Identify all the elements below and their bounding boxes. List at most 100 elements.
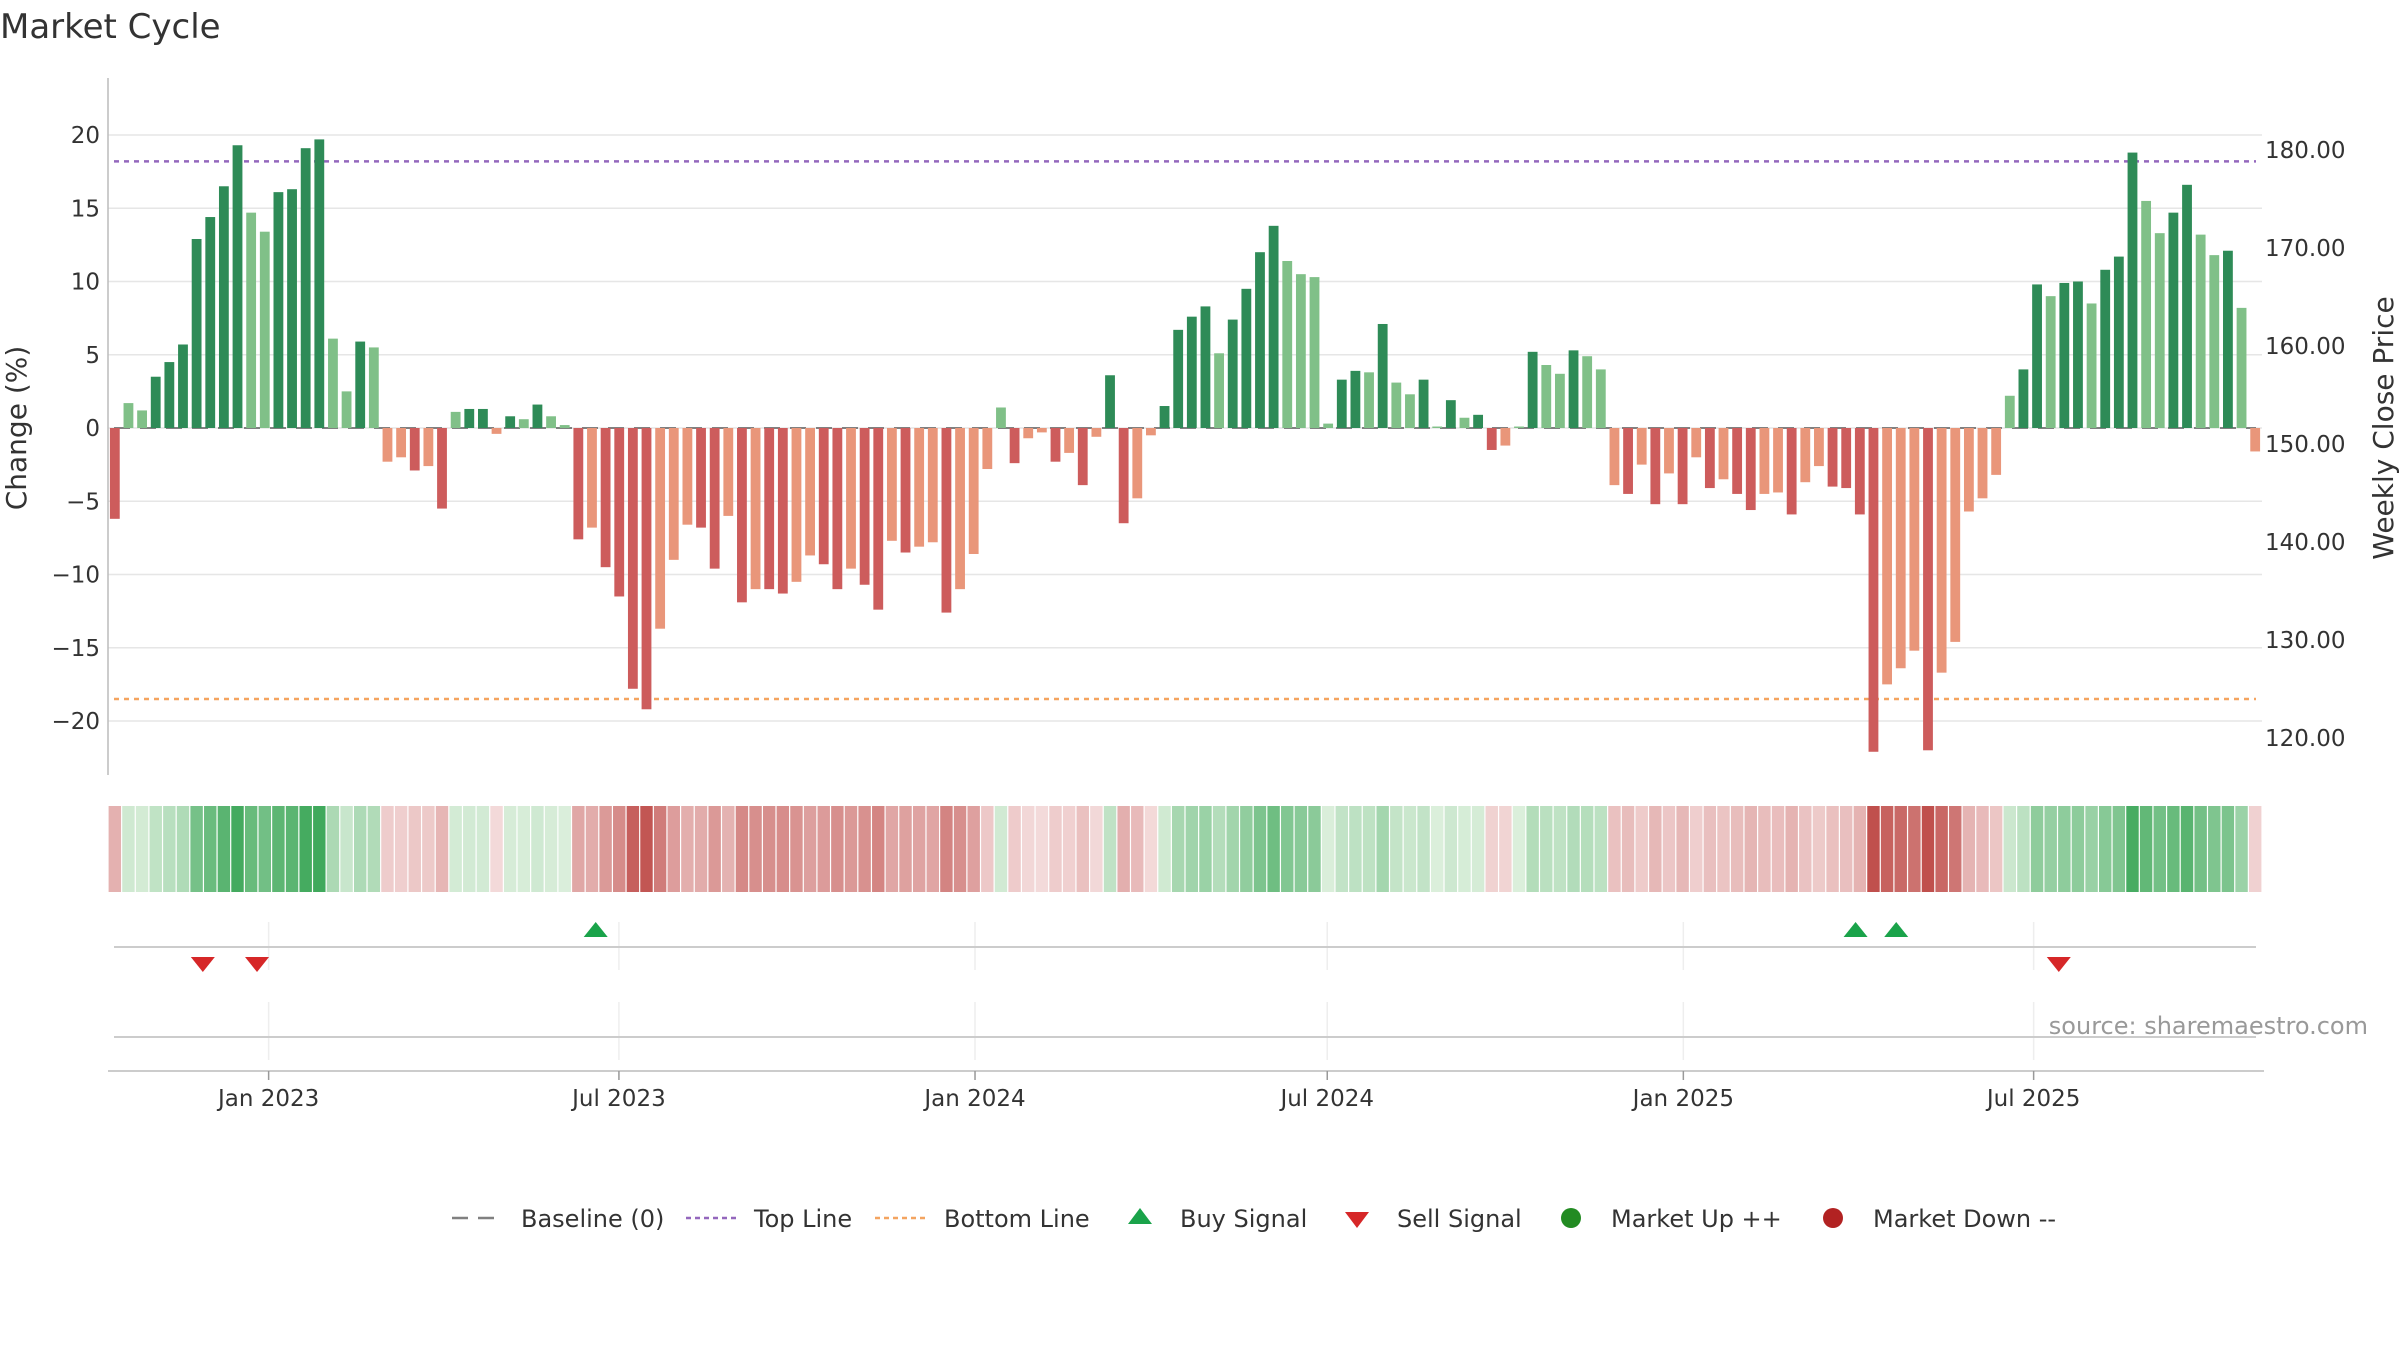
heat-strip-cell (1540, 806, 1553, 892)
heat-strip-cell (176, 806, 190, 892)
heat-strip-cell (1826, 806, 1839, 892)
change-bar (1814, 428, 1824, 467)
x-tick-label: Jan 2025 (1631, 1086, 1734, 1112)
change-bar (259, 231, 270, 428)
change-bar (2113, 256, 2124, 428)
change-bar (941, 428, 952, 613)
heat-strip-cell (1553, 806, 1567, 892)
change-bar (1664, 428, 1674, 474)
change-bar (1773, 428, 1783, 493)
y2-axis-label: Weekly Close Price (2367, 296, 2400, 559)
change-bar (1541, 365, 1552, 428)
heat-strip-cell (2099, 806, 2112, 892)
heat-strip-cell (1226, 806, 1239, 892)
heat-strip-cell (694, 806, 708, 892)
change-bar (1200, 306, 1211, 428)
change-bar (2154, 233, 2165, 428)
change-bar (1282, 260, 1293, 428)
y2-tick-label: 150.00 (2265, 432, 2345, 458)
heat-strip-cell (1839, 806, 1853, 892)
x-tick-label: Jul 2025 (1985, 1086, 2081, 1112)
heat-strip-cell (831, 806, 844, 892)
change-bar (532, 404, 543, 428)
heat-strip-cell (1853, 806, 1867, 892)
heat-strip-cell (1103, 806, 1117, 892)
heat-strip-cell (1335, 806, 1348, 892)
heat-strip-cell (422, 806, 435, 892)
change-bar (1554, 373, 1565, 428)
heat-strip-cell (1417, 806, 1430, 892)
heat-strip-cell (449, 806, 462, 892)
change-bar (1159, 406, 1170, 428)
change-bar (723, 428, 734, 516)
change-bar (1459, 417, 1470, 428)
change-bar (518, 419, 529, 428)
y2-tick-label: 160.00 (2265, 334, 2345, 360)
change-bar (1445, 400, 1456, 428)
change-bar (1473, 414, 1484, 428)
legend-item: Top Line (686, 1205, 852, 1233)
change-bar (600, 428, 611, 568)
x-tick-label: Jan 2024 (922, 1086, 1025, 1112)
change-bar (341, 391, 352, 428)
heat-strip-cell (1567, 806, 1580, 892)
heat-strip-cell (681, 806, 694, 892)
y2-tick-label: 130.00 (2265, 628, 2345, 654)
legend-label: Bottom Line (944, 1205, 1090, 1233)
change-bar (1991, 428, 2002, 475)
heat-strip-cell (476, 806, 490, 892)
heat-strip-cell (912, 806, 926, 892)
change-bar (2045, 296, 2056, 428)
change-bar (287, 189, 297, 428)
heat-strip-cell (1799, 806, 1812, 892)
change-bar (2182, 184, 2192, 428)
y2-tick-label: 180.00 (2265, 138, 2345, 164)
legend-item: Baseline (0) (452, 1205, 664, 1233)
heat-strip-cell (367, 806, 381, 892)
change-bar (2236, 307, 2247, 428)
heat-strip-cell (381, 806, 394, 892)
legend-market-down-icon (1823, 1208, 1843, 1228)
source-credit: source: sharemaestro.com (2049, 1012, 2368, 1040)
change-bar (764, 428, 775, 590)
heat-strip-cell (2180, 806, 2194, 892)
change-bar (1064, 428, 1075, 453)
heat-strip-cell (1880, 806, 1894, 892)
heat-strip-cell (735, 806, 749, 892)
y-axis-label: Change (%) (0, 346, 33, 511)
heat-strip-cell (667, 806, 680, 892)
change-bar (587, 428, 597, 528)
change-bar (641, 428, 652, 710)
heat-strip-cell (1730, 806, 1744, 892)
heat-strip-cell (1376, 806, 1389, 892)
heat-strip-cell (1349, 806, 1362, 892)
legend-label: Top Line (753, 1205, 852, 1233)
y-tick-label: −5 (66, 489, 100, 515)
heat-strip-cell (1935, 806, 1948, 892)
change-bar (2032, 284, 2042, 428)
heat-strip-cell (1921, 806, 1935, 892)
heat-strip-cell (149, 806, 162, 892)
heat-strip-cell (2058, 806, 2071, 892)
legend-market-up-icon (1561, 1208, 1581, 1228)
heat-strip-cell (1976, 806, 1989, 892)
change-bar (818, 428, 829, 565)
heat-strip-cell (313, 806, 326, 892)
change-bar (2073, 281, 2083, 428)
change-bar (1759, 428, 1770, 494)
change-bar (1214, 353, 1224, 428)
change-bar (1336, 379, 1347, 428)
change-bar (1527, 351, 1538, 428)
heat-strip-cell (1771, 806, 1785, 892)
heat-strip-cell (1703, 806, 1717, 892)
heat-strip-cell (1117, 806, 1130, 892)
change-bar (1432, 426, 1443, 428)
heat-strip-cell (1267, 806, 1280, 892)
heat-strip-cell (994, 806, 1008, 892)
change-bar (900, 428, 911, 553)
change-bar (2086, 303, 2097, 428)
heat-strip-cell (394, 806, 408, 892)
change-bar (396, 428, 407, 458)
heat-strip-cell (1499, 806, 1512, 892)
heat-strip-cell (517, 806, 531, 892)
